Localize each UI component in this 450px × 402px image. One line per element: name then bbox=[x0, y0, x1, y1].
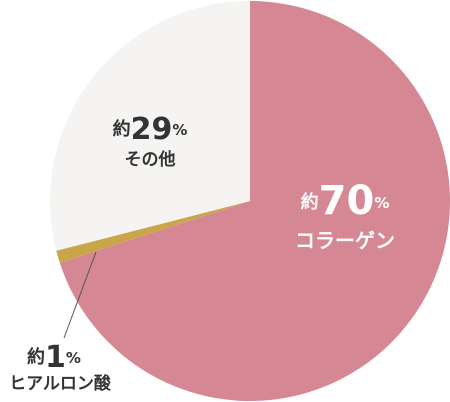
value-label: 約1% bbox=[27, 340, 81, 375]
category-label: その他 bbox=[125, 149, 176, 170]
value-label: 約70% bbox=[301, 178, 390, 224]
pie-slice bbox=[49, 1, 251, 251]
category-label: ヒアルロン酸 bbox=[9, 373, 112, 394]
pie-slice bbox=[56, 201, 250, 263]
pie-slice bbox=[59, 1, 450, 401]
value-label: 約29% bbox=[113, 112, 188, 147]
leader-line bbox=[63, 251, 97, 339]
category-label: コラーゲン bbox=[295, 229, 395, 253]
